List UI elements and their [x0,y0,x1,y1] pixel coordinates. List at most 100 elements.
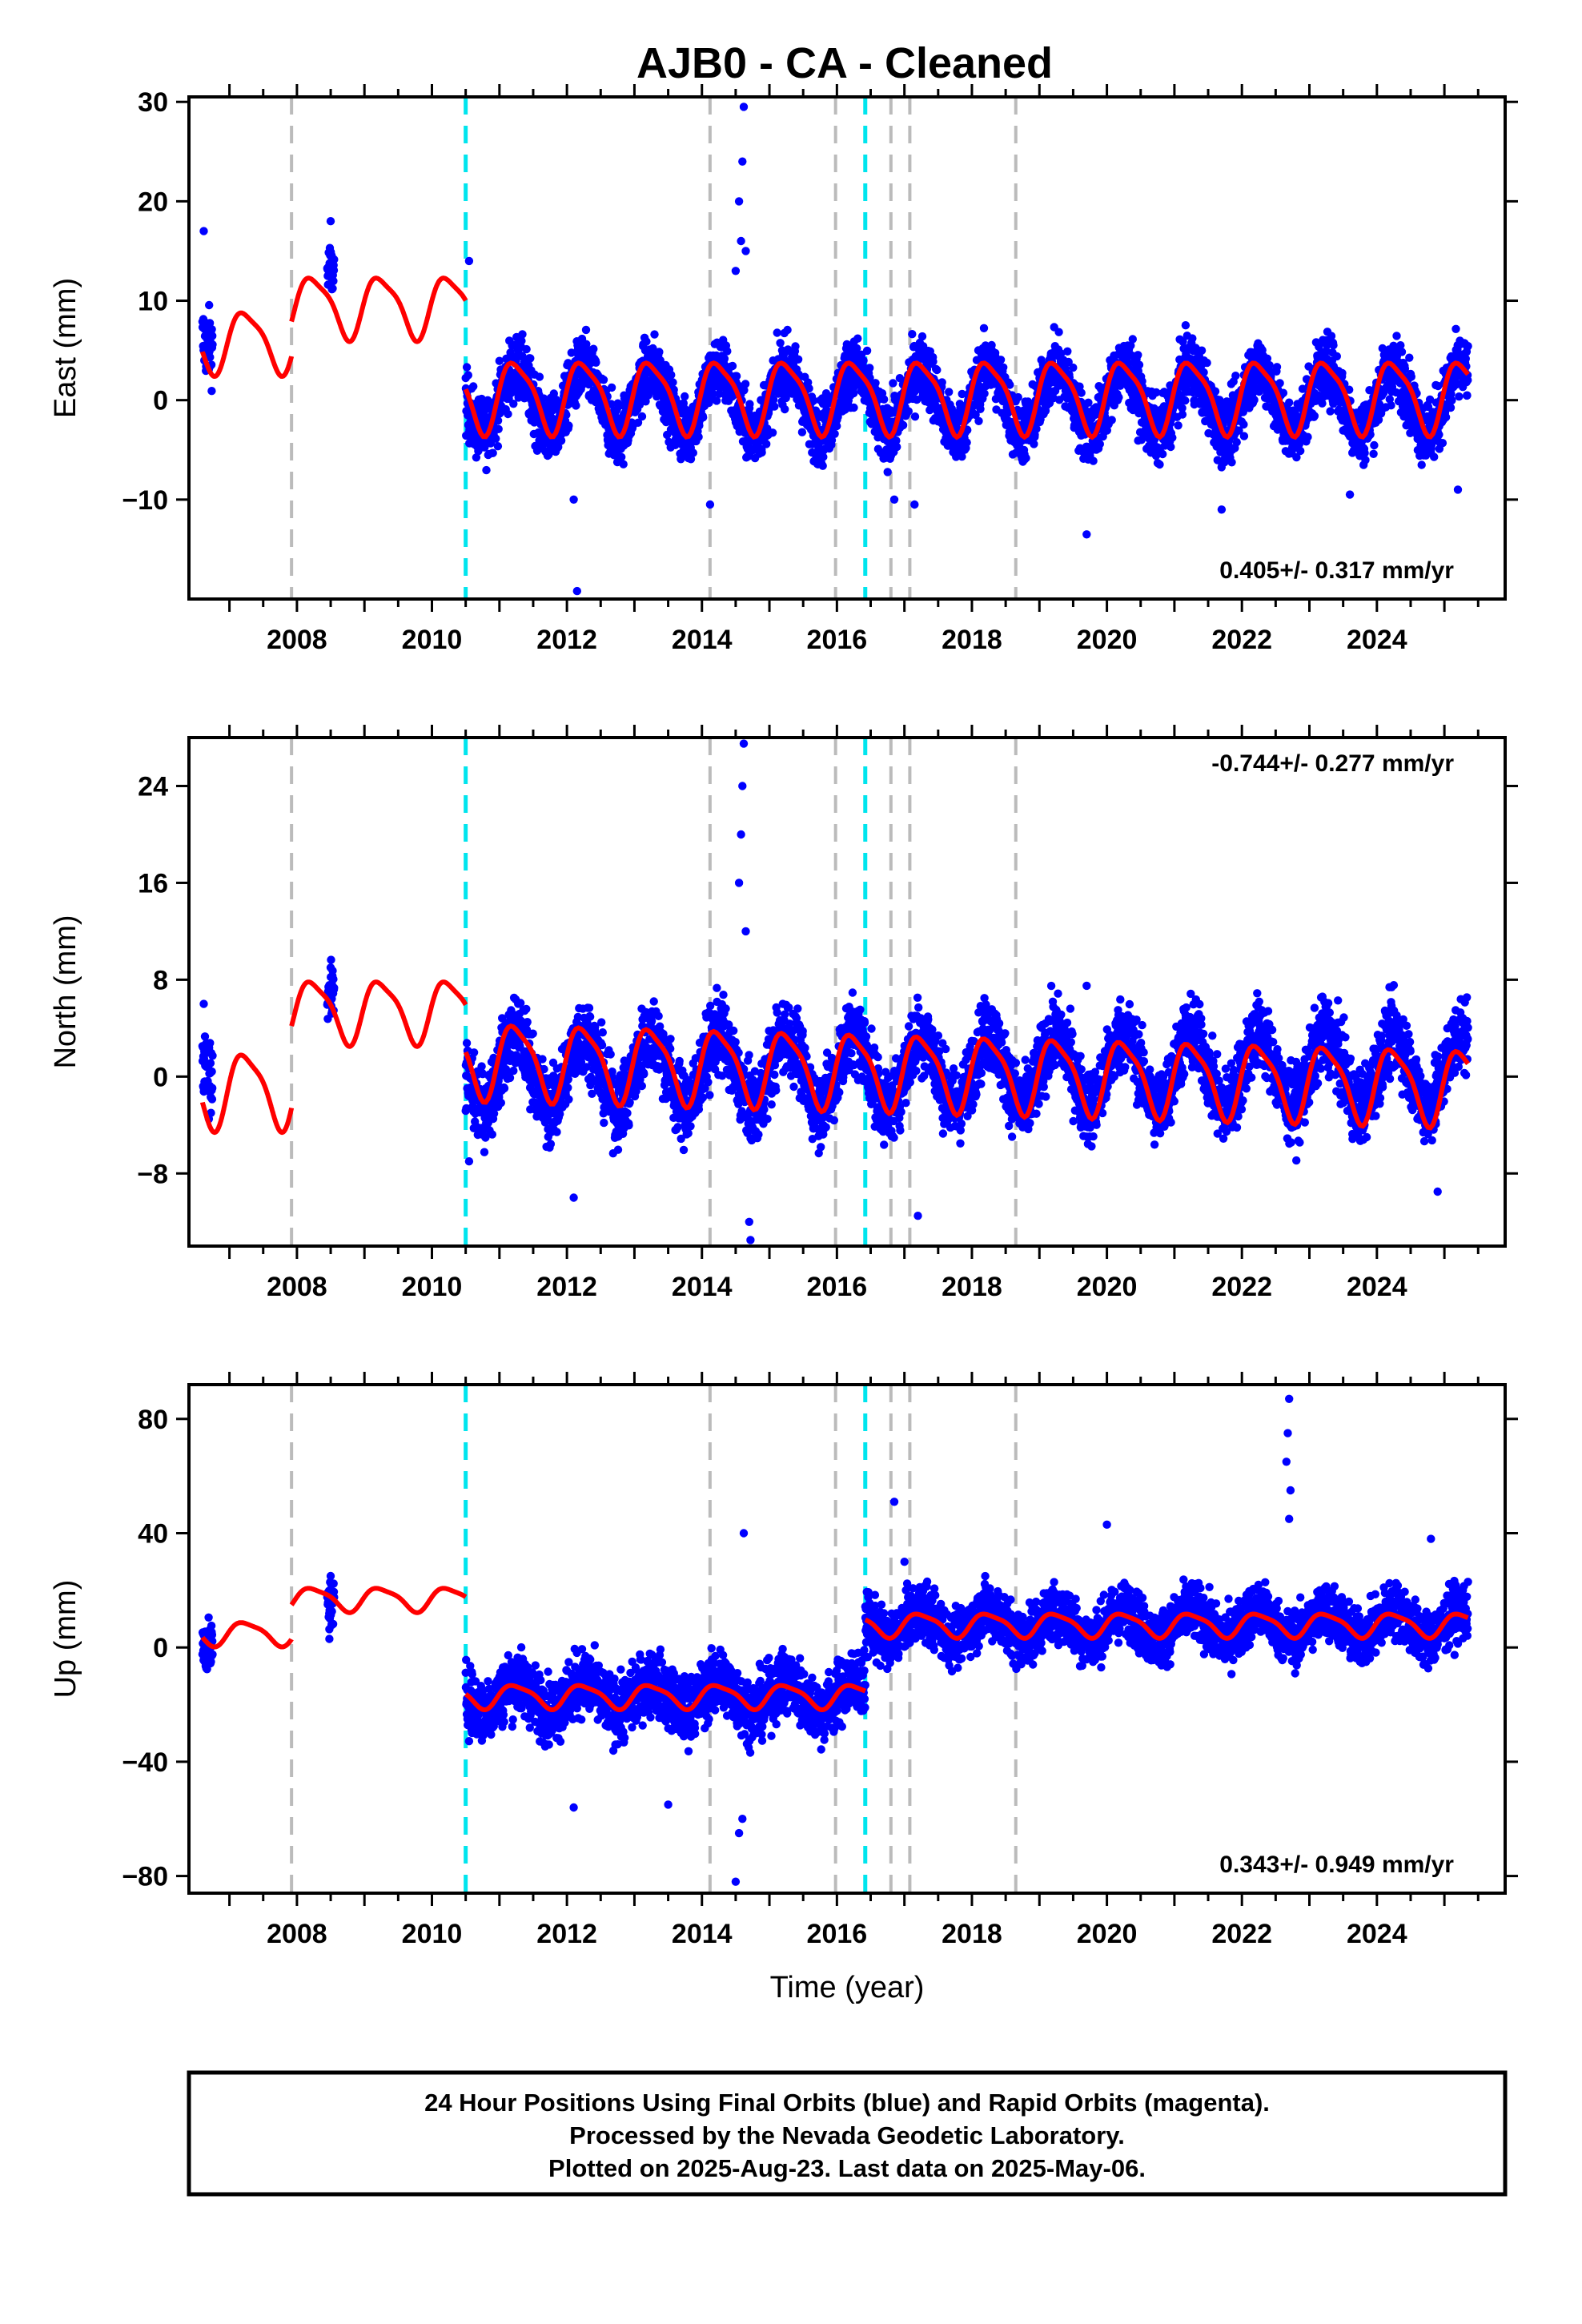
data-point [694,432,703,441]
data-point [849,403,858,412]
data-point [1174,421,1182,430]
x-tick-label: 2012 [536,625,597,655]
data-point [1392,332,1401,340]
data-point [908,330,917,339]
data-point [859,356,868,365]
data-point [207,1067,216,1076]
data-point [619,460,628,468]
data-point [865,364,874,372]
data-point [564,421,573,430]
outlier-point [1345,490,1355,499]
data-point [1452,324,1460,333]
data-point [938,378,946,387]
data-point [488,448,497,457]
x-tick-label: 2018 [942,625,1002,655]
data-point [770,402,779,411]
data-point [999,363,1008,372]
data-point [496,1098,505,1108]
data-point [689,448,697,457]
data-point [1166,442,1175,452]
data-point [1397,348,1407,356]
data-point [1069,363,1078,372]
data-point [769,396,778,404]
data-point [933,365,942,375]
data-point [1128,335,1138,344]
data-point [1310,412,1319,420]
data-point [208,1084,217,1092]
data-point [462,1039,472,1047]
data-point [1203,358,1211,368]
data-point [330,255,339,264]
data-point [1232,438,1241,447]
data-point [1054,328,1063,336]
x-tick-label: 2010 [402,625,463,655]
data-point [522,344,531,354]
data-point [1407,372,1416,381]
data-point [667,371,676,380]
y-tick-label: 10 [138,287,168,317]
data-point [1178,410,1187,419]
data-point [720,354,729,364]
data-point [469,382,478,391]
outlier-point [738,157,747,166]
data-point [1438,439,1447,448]
data-point [1250,396,1259,404]
data-point [1463,391,1472,400]
data-point [781,404,789,414]
data-point [695,421,704,430]
data-point [208,1051,217,1060]
data-point [206,1039,215,1047]
data-point [644,391,653,400]
data-point [472,453,481,462]
data-point [509,400,518,408]
data-point [1134,351,1142,360]
data-point [480,1148,489,1156]
data-point [1272,363,1282,372]
outlier-point [572,586,581,596]
outlier-point [569,495,578,504]
data-point [589,344,598,353]
data-point [1387,401,1395,410]
data-point [469,1048,479,1057]
data-point [1181,321,1191,330]
data-point [1441,412,1451,422]
data-point [762,440,771,448]
data-point [1303,432,1312,441]
data-point [582,340,591,348]
data-point [205,300,214,310]
data-point [494,424,503,433]
data-point [1227,458,1236,467]
data-point [205,319,215,328]
data-point [910,412,920,421]
data-point [549,389,558,398]
data-point [929,357,938,366]
data-point [1197,346,1207,355]
data-point [208,340,217,349]
outlier-point [705,500,715,509]
data-point [976,404,985,413]
data-point [592,358,600,367]
data-point [464,371,472,380]
data-point [493,416,503,425]
data-point [492,434,500,443]
data-point [1332,352,1342,361]
data-point [505,1073,515,1083]
data-point [945,388,954,396]
data-point [712,396,721,405]
data-point [723,347,732,356]
y-tick-label: 30 [138,87,168,118]
data-point [745,400,754,408]
data-point [1285,398,1294,407]
outlier-point [734,197,744,206]
data-point [773,328,781,337]
data-point [1014,392,1022,402]
data-point [1296,446,1305,456]
data-point [1318,399,1327,408]
data-point [757,448,766,457]
data-point [556,436,566,445]
data-point [208,332,217,340]
data-point [207,1095,217,1104]
